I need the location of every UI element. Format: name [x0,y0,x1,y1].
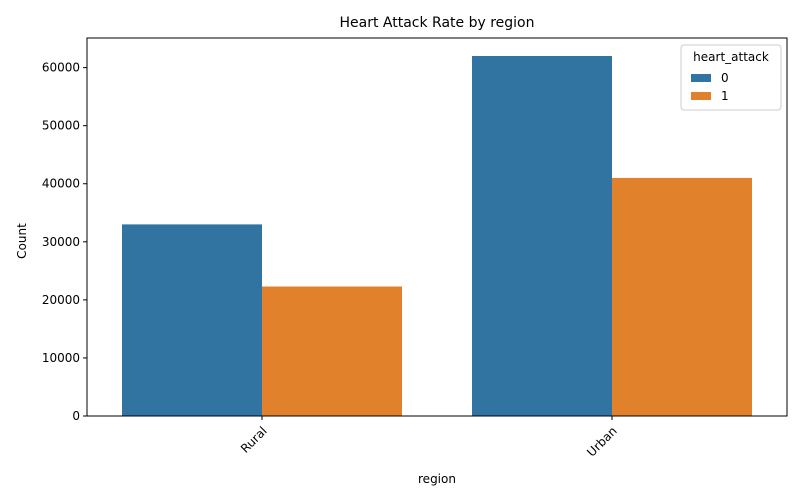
bars-group [122,56,752,416]
x-tick-label-rural: Rural [238,424,270,456]
y-tick-label: 10000 [42,351,80,365]
y-tick-label: 50000 [42,119,80,133]
bar-urban-series-0 [472,56,612,416]
y-axis: 0 10000 20000 30000 40000 50000 60000 [42,61,87,423]
plot-frame [86,37,788,417]
y-tick-label: 40000 [42,177,80,191]
x-tick-label-urban: Urban [584,424,620,460]
y-tick-label: 30000 [42,235,80,249]
y-tick-label: 0 [72,409,80,423]
legend-swatch-0 [691,74,711,82]
y-tick-label: 20000 [42,293,80,307]
y-tick-label: 60000 [42,61,80,75]
y-axis-label: Count [15,223,29,259]
legend-label-0: 0 [721,71,729,85]
x-axis-label: region [418,472,456,486]
x-axis: Rural Urban [238,416,620,459]
legend-label-1: 1 [721,89,729,103]
bar-urban-series-1 [612,177,752,416]
legend-swatch-1 [691,92,711,100]
chart-title: Heart Attack Rate by region [339,15,534,31]
bar-rural-series-1 [262,286,402,416]
legend: heart_attack 0 1 [680,44,782,111]
legend-title: heart_attack [693,50,769,64]
bar-rural-series-0 [122,224,262,416]
